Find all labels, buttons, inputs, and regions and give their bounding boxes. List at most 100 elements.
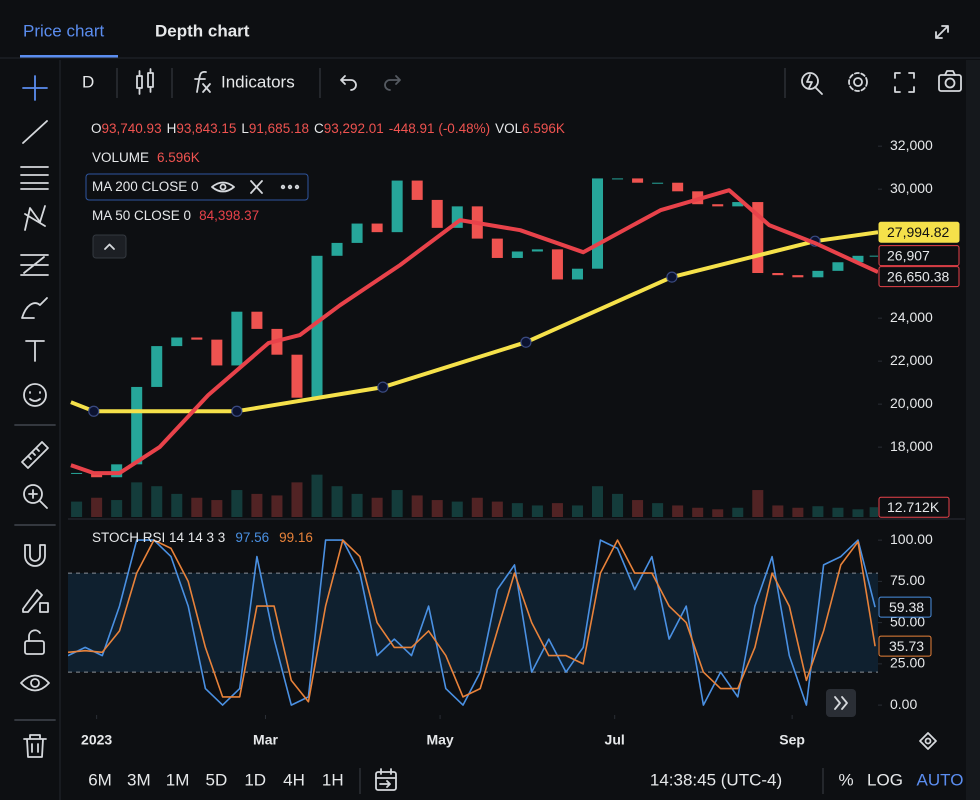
fx-icon[interactable] xyxy=(194,70,211,93)
volume-bar xyxy=(471,497,483,517)
ohlc-label: O xyxy=(91,121,102,136)
volume-bar xyxy=(712,509,724,517)
clock: 14:38:45 (UTC-4) xyxy=(650,770,782,789)
log-toggle[interactable]: LOG xyxy=(867,770,903,789)
x-tick-label: Sep xyxy=(779,732,805,748)
camera-icon[interactable] xyxy=(938,70,962,92)
candle xyxy=(632,178,644,183)
legend-actions[interactable] xyxy=(211,180,300,194)
ruler-tool[interactable] xyxy=(21,441,49,469)
percent-toggle[interactable]: % xyxy=(838,770,853,789)
volume-value: 6.596K xyxy=(157,150,200,165)
volume-bar xyxy=(652,503,664,517)
candle xyxy=(812,270,824,278)
expand-icon[interactable] xyxy=(935,25,949,39)
candle xyxy=(71,472,83,474)
hide-tool[interactable] xyxy=(20,674,50,692)
axis-settings-icon[interactable] xyxy=(919,732,937,750)
line-tool[interactable] xyxy=(22,120,48,144)
candle xyxy=(652,182,664,184)
scroll-icon xyxy=(834,696,848,710)
pattern-tool[interactable] xyxy=(24,205,46,231)
legend-box[interactable] xyxy=(85,173,309,201)
ohlc-label: L xyxy=(241,121,249,136)
candle xyxy=(231,311,243,366)
candle xyxy=(752,202,764,274)
range-button[interactable]: 5D xyxy=(206,770,228,789)
range-button[interactable]: 1D xyxy=(244,770,266,789)
volume-bar xyxy=(491,501,503,517)
range-button[interactable]: 3M xyxy=(127,770,151,789)
settings-icon[interactable] xyxy=(848,72,868,92)
candle xyxy=(712,204,724,207)
candle xyxy=(351,223,363,243)
x-tick-label: Mar xyxy=(253,732,278,748)
volume-bar xyxy=(531,505,543,517)
channel-tool[interactable] xyxy=(20,166,49,190)
tab-depth[interactable]: Depth chart xyxy=(155,21,250,40)
auto-toggle[interactable]: AUTO xyxy=(917,770,964,789)
emoji-tool[interactable] xyxy=(23,383,47,407)
stoch-line xyxy=(68,539,876,703)
crosshair-tool[interactable] xyxy=(22,75,48,101)
ma-marker xyxy=(520,336,532,348)
price-tag xyxy=(878,221,960,243)
candle xyxy=(451,206,463,228)
candle-icon[interactable] xyxy=(136,68,154,95)
candle xyxy=(511,251,523,258)
ohlc-label: VOL xyxy=(495,121,523,136)
magnet-tool[interactable] xyxy=(24,544,46,567)
ohlc-label: H xyxy=(167,121,177,136)
collapse-button[interactable] xyxy=(92,234,127,259)
fullscreen-icon[interactable] xyxy=(894,72,915,93)
interval[interactable]: D xyxy=(82,72,94,91)
candle xyxy=(832,262,844,271)
stoch-value: 97.56 xyxy=(235,530,269,545)
candle xyxy=(371,223,383,233)
volume-legend: VOLUME 6.596K xyxy=(92,150,200,165)
range-button[interactable]: 1M xyxy=(166,770,190,789)
volume-bar xyxy=(311,474,323,517)
candle xyxy=(591,178,604,269)
candle xyxy=(672,182,684,192)
range-button[interactable]: 6M xyxy=(88,770,112,789)
redo-icon[interactable] xyxy=(384,75,401,91)
ma-line xyxy=(70,188,878,476)
candle xyxy=(551,249,563,280)
brush-tool[interactable] xyxy=(21,297,48,319)
price-tag-label: 26,907 xyxy=(887,247,930,263)
lock-draw-tool[interactable] xyxy=(22,589,49,613)
range-button[interactable]: 4H xyxy=(283,770,305,789)
replay-icon[interactable] xyxy=(801,72,823,95)
ma-name: MA 50 CLOSE 0 xyxy=(92,208,191,223)
y-tick-label: 100.00 xyxy=(890,531,933,547)
indicators-button[interactable]: Indicators xyxy=(221,72,295,91)
y-tick-label: 75.00 xyxy=(890,572,925,588)
side-strip xyxy=(966,60,980,800)
range-button[interactable]: 1H xyxy=(322,770,344,789)
ma-name: MA 200 CLOSE 0 xyxy=(92,179,199,194)
volume-bar xyxy=(752,490,764,517)
scroll-button[interactable] xyxy=(826,689,856,717)
calendar-icon[interactable] xyxy=(375,768,397,791)
fib-tool[interactable] xyxy=(20,254,49,276)
volume-tag xyxy=(878,496,950,518)
text-tool[interactable] xyxy=(25,340,45,362)
volume-bar xyxy=(211,500,223,517)
volume-bar xyxy=(732,507,744,517)
y-tick-label: 0.00 xyxy=(890,696,917,712)
volume-bar xyxy=(612,493,624,517)
left-toolbar xyxy=(14,75,56,758)
tab-price[interactable]: Price chart xyxy=(23,21,105,40)
undo-icon[interactable] xyxy=(340,75,357,91)
price-tag xyxy=(878,245,960,267)
volume-tag-label: 12.712K xyxy=(887,499,940,515)
volume-label: VOLUME xyxy=(92,150,149,165)
unlock-tool[interactable] xyxy=(24,640,45,655)
candle xyxy=(391,180,403,233)
volume-bar xyxy=(451,501,463,517)
delete-tool[interactable] xyxy=(23,734,47,758)
candle xyxy=(431,199,443,228)
zoom-tool[interactable] xyxy=(23,484,43,504)
volume-bar xyxy=(772,505,784,517)
